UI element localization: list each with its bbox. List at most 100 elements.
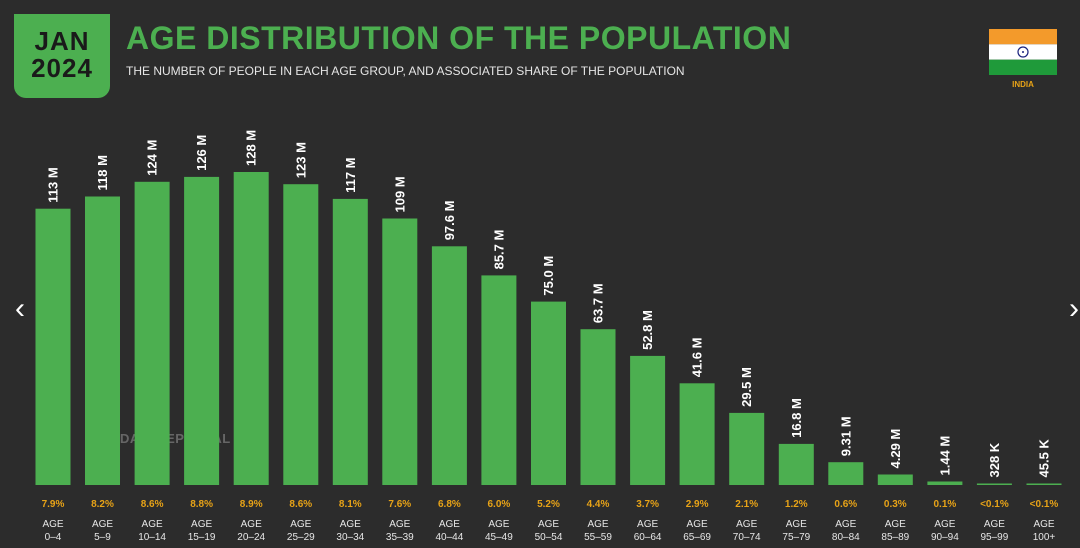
- share-label: 6.0%: [488, 499, 511, 510]
- category-prefix-label: AGE: [439, 519, 460, 530]
- category-prefix-label: AGE: [687, 519, 708, 530]
- category-prefix-label: AGE: [736, 519, 757, 530]
- category-label: 100+: [1033, 532, 1056, 543]
- share-label: 2.9%: [686, 499, 709, 510]
- share-label: 8.2%: [91, 499, 114, 510]
- category-label: 25–29: [287, 532, 315, 543]
- bar-age-5–9: [85, 196, 120, 485]
- category-label: 45–49: [485, 532, 513, 543]
- share-label: 8.6%: [141, 499, 164, 510]
- category-label: 70–74: [733, 532, 761, 543]
- share-label: 8.6%: [289, 499, 312, 510]
- category-label: 65–69: [683, 532, 711, 543]
- category-prefix-label: AGE: [538, 519, 559, 530]
- page-subtitle: THE NUMBER OF PEOPLE IN EACH AGE GROUP, …: [126, 64, 685, 78]
- share-label: 1.2%: [785, 499, 808, 510]
- value-label: 1.44 M: [937, 436, 952, 476]
- share-label: 7.6%: [388, 499, 411, 510]
- category-prefix-label: AGE: [786, 519, 807, 530]
- bar-age-70–74: [729, 412, 765, 485]
- category-prefix-label: AGE: [1033, 519, 1054, 530]
- share-label: 0.3%: [884, 499, 907, 510]
- value-label: 126 M: [194, 135, 209, 171]
- value-label: 109 M: [392, 176, 407, 212]
- share-label: 0.1%: [934, 499, 957, 510]
- category-label: 35–39: [386, 532, 414, 543]
- category-prefix-label: AGE: [885, 519, 906, 530]
- category-prefix-label: AGE: [340, 519, 361, 530]
- bar-age-90–94: [927, 481, 963, 485]
- bar-age-95–99: [976, 483, 1012, 485]
- category-prefix-label: AGE: [587, 519, 608, 530]
- category-prefix-label: AGE: [290, 519, 311, 530]
- category-label: 75–79: [782, 532, 810, 543]
- bar-age-65–69: [679, 383, 715, 485]
- bar-age-25–29: [283, 184, 319, 485]
- next-slide-button[interactable]: ›: [1069, 292, 1079, 325]
- india-flag-icon: [989, 29, 1057, 75]
- previous-slide-button[interactable]: ‹: [15, 292, 25, 325]
- share-label: 2.1%: [735, 499, 758, 510]
- bar-age-45–49: [481, 275, 517, 485]
- bar-age-75–79: [778, 443, 814, 485]
- category-prefix-label: AGE: [42, 519, 63, 530]
- share-label: 6.8%: [438, 499, 461, 510]
- category-prefix-label: AGE: [92, 519, 113, 530]
- category-prefix-label: AGE: [835, 519, 856, 530]
- category-prefix-label: AGE: [241, 519, 262, 530]
- category-prefix-label: AGE: [488, 519, 509, 530]
- share-label: 3.7%: [636, 499, 659, 510]
- value-label: 4.29 M: [888, 429, 903, 469]
- value-label: 29.5 M: [739, 367, 754, 407]
- category-label: 15–19: [188, 532, 216, 543]
- value-label: 113 M: [46, 167, 61, 202]
- bar-age-0–4: [35, 208, 71, 485]
- category-label: 0–4: [45, 532, 62, 543]
- bar-age-35–39: [382, 218, 418, 485]
- category-label: 30–34: [336, 532, 364, 543]
- category-label: 55–59: [584, 532, 612, 543]
- category-prefix-label: AGE: [984, 519, 1005, 530]
- category-label: 10–14: [138, 532, 166, 543]
- bar-age-10–14: [134, 181, 170, 486]
- page-title: AGE DISTRIBUTION OF THE POPULATION: [126, 20, 792, 56]
- value-label: 118 M: [95, 155, 110, 190]
- share-label: 8.8%: [190, 499, 213, 510]
- value-label: 85.7 M: [491, 230, 506, 270]
- share-label: 8.9%: [240, 499, 263, 510]
- bar-age-20–24: [233, 172, 269, 485]
- value-label: 75.0 M: [541, 256, 556, 296]
- share-label: 7.9%: [42, 499, 65, 510]
- category-prefix-label: AGE: [389, 519, 410, 530]
- category-label: 20–24: [237, 532, 265, 543]
- share-label: 8.1%: [339, 499, 362, 510]
- bar-age-30–34: [332, 198, 368, 485]
- bar-age-40–44: [431, 246, 467, 485]
- category-label: 85–89: [881, 532, 909, 543]
- category-label: 80–84: [832, 532, 860, 543]
- category-prefix-label: AGE: [637, 519, 658, 530]
- category-label: 95–99: [980, 532, 1008, 543]
- share-label: <0.1%: [980, 499, 1009, 510]
- category-prefix-label: AGE: [142, 519, 163, 530]
- value-label: 16.8 M: [789, 398, 804, 438]
- value-label: 128 M: [244, 130, 259, 166]
- category-prefix-label: AGE: [191, 519, 212, 530]
- share-label: 5.2%: [537, 499, 560, 510]
- value-label: 63.7 M: [591, 283, 606, 323]
- value-label: 41.6 M: [690, 338, 705, 378]
- value-label: 124 M: [145, 140, 160, 176]
- category-label: 90–94: [931, 532, 959, 543]
- date-badge: JAN 2024: [14, 14, 110, 98]
- value-label: 117 M: [343, 157, 358, 192]
- share-label: 0.6%: [834, 499, 857, 510]
- bar-age-100+: [1026, 483, 1062, 485]
- category-prefix-label: AGE: [934, 519, 955, 530]
- date-year: 2024: [31, 53, 93, 83]
- bar-age-85–89: [877, 474, 913, 485]
- country-label: INDIA: [1012, 80, 1034, 89]
- value-label: 45.5 K: [1037, 439, 1052, 478]
- category-label: 60–64: [634, 532, 662, 543]
- bar-age-55–59: [580, 329, 616, 485]
